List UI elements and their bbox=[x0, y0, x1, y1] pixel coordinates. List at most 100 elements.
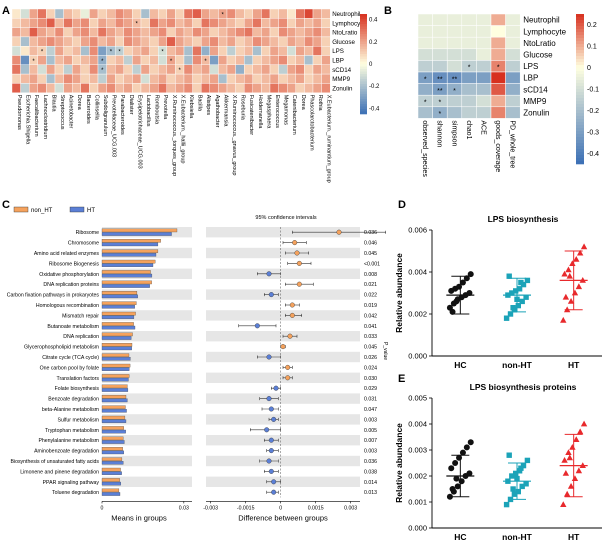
heatmap-a-cell bbox=[89, 55, 99, 66]
p-value-axis-title: P_value bbox=[382, 342, 388, 360]
heatmap-b-cell bbox=[505, 83, 521, 96]
heatmap-b-colorbar-step bbox=[576, 29, 584, 33]
heatmap-a-cell bbox=[149, 64, 159, 75]
heatmap-a-cell bbox=[278, 27, 288, 38]
heatmap-a-cell bbox=[132, 36, 142, 47]
heatmap-a-col-label: Faecalibacterium bbox=[33, 95, 39, 137]
heatmap-a-colorbar-step bbox=[360, 36, 367, 40]
dot-plot-e: LPS biosynthesis proteins 0.000 0.001 0.002… bbox=[394, 382, 602, 542]
heatmap-b-colorbar-step bbox=[576, 77, 584, 81]
diff-point bbox=[266, 458, 272, 464]
stamp-plot-c: non_HT HT 95% confidence intervals Ribosome… bbox=[7, 206, 388, 522]
heatmap-a-cell bbox=[140, 36, 150, 47]
p-value: 0.029 bbox=[364, 386, 377, 392]
heatmap-b-row-label: NtoLratio bbox=[523, 39, 556, 48]
heatmap-a-cell bbox=[261, 64, 271, 75]
heatmap-a-col-label: Agathobacter bbox=[214, 95, 220, 128]
pathway-label: Tryptophan metabolism bbox=[45, 428, 99, 434]
heatmap-a-cell bbox=[304, 73, 314, 84]
heatmap-b-cell bbox=[461, 13, 477, 26]
heatmap-a-cell bbox=[123, 18, 133, 28]
heatmap-a-cell bbox=[252, 46, 262, 56]
heatmap-a-col-label: Bacilla bbox=[197, 95, 203, 112]
heatmap-a-cell bbox=[114, 8, 124, 19]
heatmap-b-cell bbox=[505, 106, 521, 119]
heatmap-a-star: * bbox=[101, 59, 104, 65]
heatmap-a-colorbar-tick: 0.2 bbox=[369, 40, 378, 46]
p-value: 0.036 bbox=[364, 459, 377, 465]
heatmap-a-cell bbox=[149, 73, 159, 84]
right-x-axis-title: Difference between groups bbox=[238, 513, 328, 522]
heatmap-a-cell bbox=[192, 8, 202, 19]
lps-plot-y-tick-label: 0.004 bbox=[408, 268, 427, 277]
heatmap-a-cell bbox=[243, 27, 253, 38]
bar-non-ht bbox=[101, 280, 152, 285]
heatmap-a-cell bbox=[149, 8, 159, 19]
heatmap-a-cell bbox=[140, 64, 150, 75]
heatmap-a-cell bbox=[226, 46, 236, 56]
pathway-label: Ribosome Biogenesis bbox=[49, 261, 100, 267]
heatmap-a-cell bbox=[235, 36, 245, 47]
heatmap-b-cell bbox=[505, 71, 521, 84]
bar-ht bbox=[101, 440, 125, 444]
bar-non-ht bbox=[101, 301, 137, 305]
heatmap-a-cell bbox=[269, 55, 279, 66]
heatmap-b-star: * bbox=[439, 111, 442, 118]
heatmap-a-colorbar-tick: -0.2 bbox=[369, 84, 380, 90]
heatmap-a-cell bbox=[106, 18, 116, 28]
diff-point bbox=[266, 396, 272, 402]
heatmap-a-cell bbox=[269, 73, 279, 84]
heatmap-a-cell bbox=[132, 46, 142, 56]
heatmap-a-cell bbox=[71, 46, 81, 56]
heatmap-a-cell bbox=[209, 18, 219, 28]
heatmap-a-cell bbox=[29, 64, 39, 75]
p-value: 0.038 bbox=[364, 469, 377, 475]
heatmap-a-cell bbox=[46, 27, 56, 38]
heatmap-a-cell bbox=[252, 55, 262, 66]
heatmap-b-cell bbox=[432, 36, 448, 50]
lps-proteins-plot-point-ht bbox=[561, 457, 568, 463]
lps-proteins-plot-point-ht bbox=[580, 420, 588, 427]
heatmap-b-colorbar-tick: 0 bbox=[587, 65, 591, 72]
heatmap-a-cell bbox=[252, 18, 262, 28]
heatmap-a-cell bbox=[304, 64, 314, 75]
lps-proteins-plot-point-hc bbox=[463, 444, 470, 451]
heatmap-a-cell bbox=[106, 73, 116, 84]
heatmap-a-cell bbox=[114, 27, 124, 38]
heatmap-a-cell bbox=[29, 18, 39, 28]
bar-non-ht bbox=[101, 467, 121, 472]
heatmap-a-cell bbox=[226, 83, 236, 93]
lps-proteins-plot-point-ht bbox=[575, 467, 583, 474]
heatmap-a-cell bbox=[29, 8, 39, 19]
heatmap-a-colorbar-step bbox=[360, 94, 367, 97]
heatmap-a-cell bbox=[192, 83, 202, 93]
pathway-label: Mismatch repair bbox=[62, 313, 99, 319]
heatmap-b-colorbar-step bbox=[576, 68, 584, 72]
legend-swatch-non-ht bbox=[13, 206, 29, 213]
heatmap-a-col-label: Lachnoclostridium bbox=[42, 95, 48, 140]
bar-ht bbox=[101, 284, 150, 288]
heatmap-b-colorbar-step bbox=[576, 65, 584, 69]
heatmap-a-colorbar-step bbox=[360, 71, 367, 75]
heatmap-b-col-label: shannon bbox=[436, 120, 443, 147]
heatmap-a-cell bbox=[166, 18, 176, 28]
right-x-tick-label: 0.003 bbox=[344, 505, 357, 511]
bar-non-ht bbox=[101, 415, 126, 420]
heatmap-a-colorbar-step bbox=[360, 14, 367, 17]
lps-proteins-plot-point-ht bbox=[566, 454, 573, 461]
heatmap-a-col-label: X.Eubacterium._ruminantium_group bbox=[326, 95, 332, 183]
heatmap-a-cell bbox=[123, 46, 133, 56]
heatmap-a-colorbar-step bbox=[360, 41, 367, 45]
heatmap-a-cell bbox=[278, 36, 288, 47]
heatmap-a-cell bbox=[20, 73, 30, 84]
heatmap-a-cell bbox=[269, 83, 279, 93]
stripe-band bbox=[102, 331, 192, 342]
heatmap-a-cell bbox=[269, 18, 279, 28]
heatmap-b-colorbar-step bbox=[576, 110, 584, 114]
p-value: 0.005 bbox=[364, 428, 377, 434]
diff-point bbox=[292, 240, 298, 246]
heatmap-a-cell bbox=[132, 55, 142, 66]
heatmap-a-cell bbox=[243, 36, 253, 47]
stripe-band bbox=[102, 268, 192, 279]
heatmap-a-cell bbox=[209, 8, 219, 19]
